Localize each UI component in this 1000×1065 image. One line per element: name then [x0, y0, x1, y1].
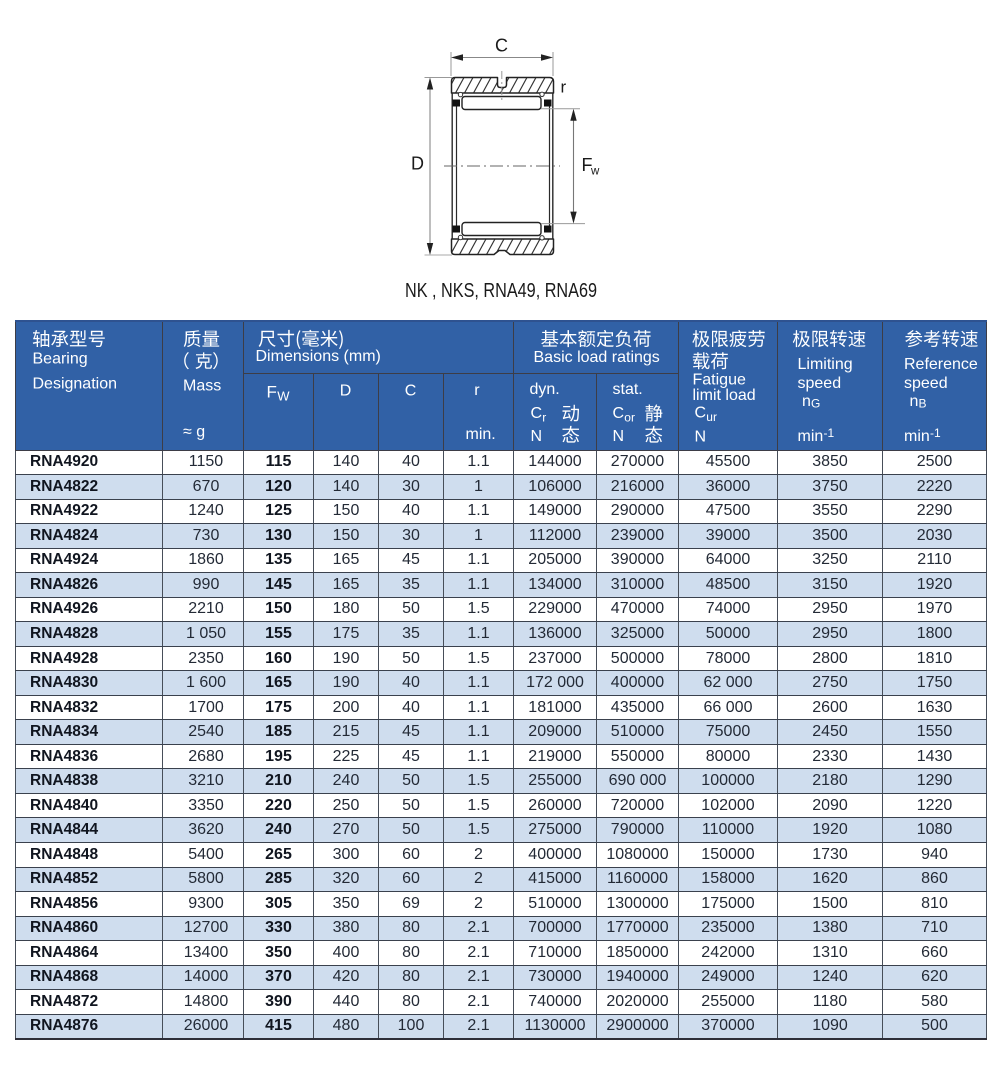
svg-text:Reference: Reference: [904, 356, 978, 373]
svg-text:N: N: [613, 428, 625, 445]
svg-text:C: C: [613, 405, 625, 422]
svg-text:speed: speed: [798, 375, 842, 392]
svg-text:r: r: [542, 411, 546, 425]
svg-text:Dimensions (mm): Dimensions (mm): [256, 348, 381, 365]
svg-text:NK , NKS, RNA49, RNA69: NK , NKS, RNA49, RNA69: [405, 279, 597, 302]
svg-text:D: D: [340, 383, 352, 400]
svg-text:speed: speed: [904, 375, 948, 392]
svg-text:C: C: [405, 383, 417, 400]
svg-text:w: w: [590, 166, 600, 178]
svg-text:stat.: stat.: [613, 381, 643, 398]
svg-text:Basic load ratings: Basic load ratings: [534, 349, 660, 366]
svg-text:Mass: Mass: [183, 378, 221, 395]
svg-text:Designation: Designation: [33, 376, 118, 393]
svg-text:W: W: [277, 389, 290, 404]
svg-text:C: C: [531, 405, 543, 422]
svg-text:n: n: [910, 393, 919, 410]
svg-text:-1: -1: [824, 426, 835, 440]
svg-text:-1: -1: [930, 426, 941, 440]
svg-text:N: N: [695, 429, 707, 446]
svg-text:≈ g: ≈ g: [183, 424, 205, 441]
svg-text:r: r: [561, 78, 567, 97]
svg-text:ur: ur: [706, 410, 717, 424]
svg-text:G: G: [811, 397, 820, 411]
svg-text:N: N: [531, 428, 543, 445]
svg-text:C: C: [495, 36, 508, 56]
svg-text:Limiting: Limiting: [798, 356, 853, 373]
svg-text:Fatigue: Fatigue: [693, 371, 746, 388]
svg-text:B: B: [919, 397, 927, 411]
svg-text:min.: min.: [466, 426, 496, 443]
svg-text:n: n: [802, 393, 811, 410]
svg-text:min: min: [798, 428, 824, 445]
svg-text:dyn.: dyn.: [530, 381, 560, 398]
svg-text:F: F: [582, 155, 593, 175]
svg-text:min: min: [904, 428, 930, 445]
svg-text:Bearing: Bearing: [33, 351, 88, 368]
svg-text:C: C: [695, 405, 707, 422]
svg-text:limit load: limit load: [693, 387, 756, 404]
svg-text:D: D: [411, 154, 424, 174]
svg-text:r: r: [474, 382, 480, 399]
svg-text:F: F: [267, 383, 277, 402]
svg-text:or: or: [624, 411, 635, 425]
